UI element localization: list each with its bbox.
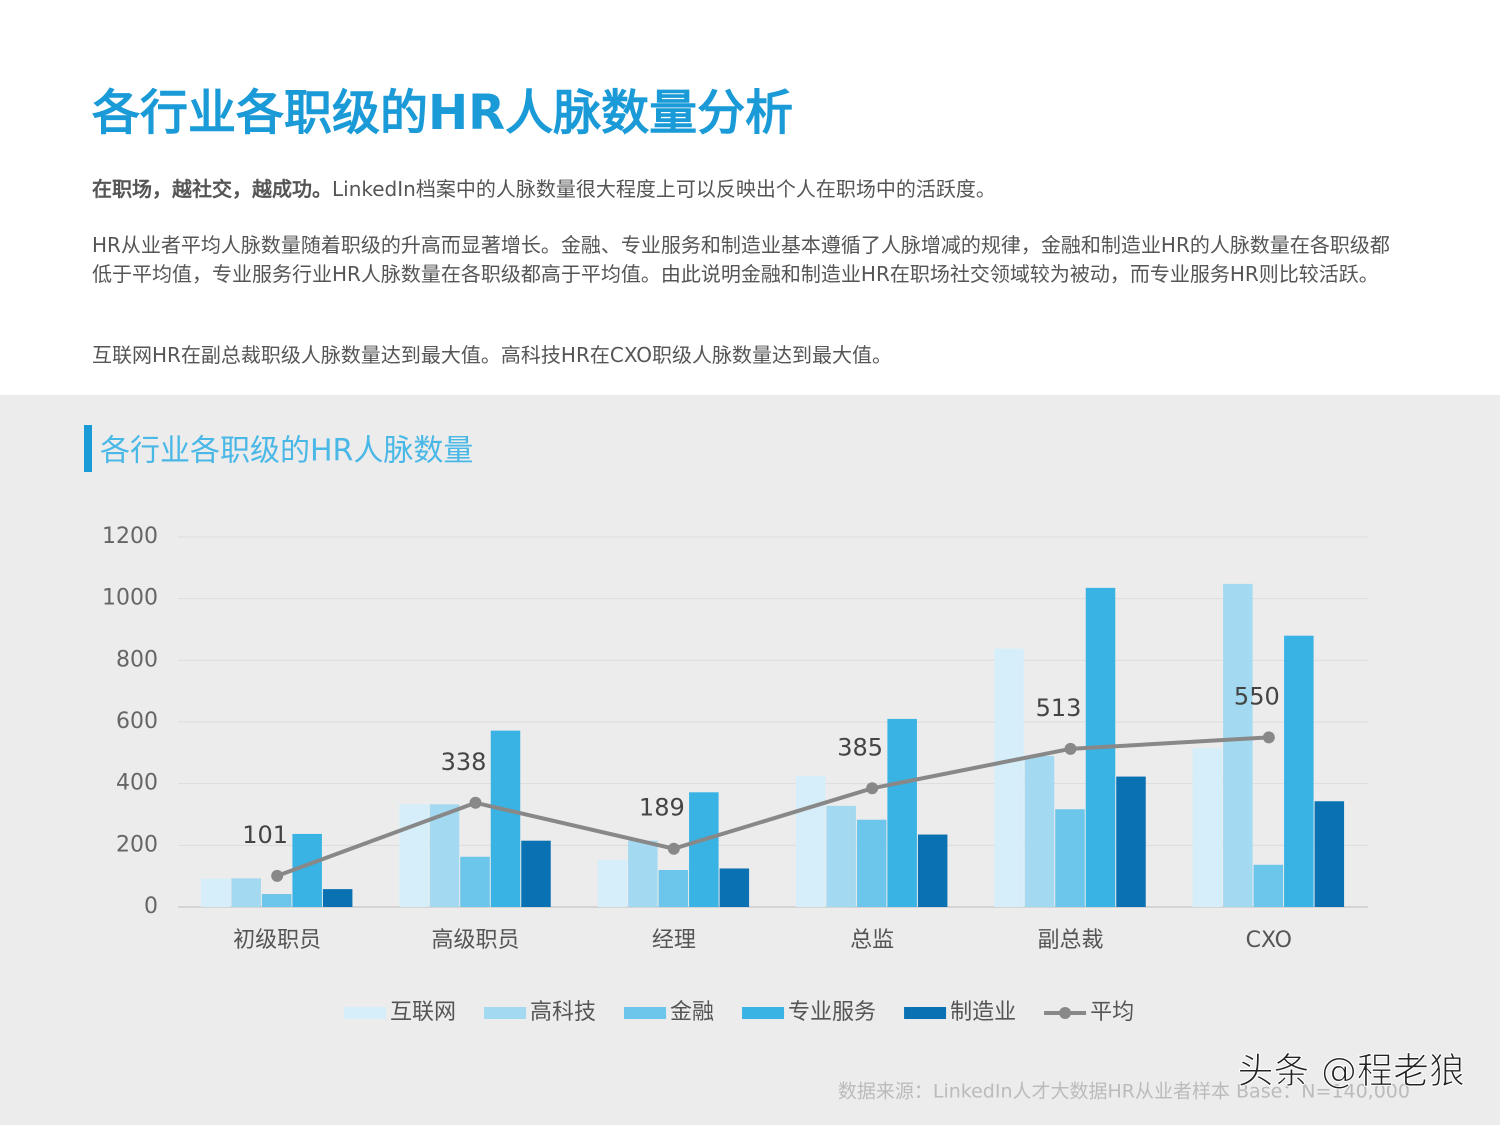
legend-swatch — [1059, 1007, 1072, 1019]
bar — [628, 840, 658, 907]
lead-text: LinkedIn档案中的人脉数量很大程度上可以反映出个人在职场中的活跃度。 — [332, 177, 996, 201]
bar — [1284, 635, 1314, 907]
page-title: 各行业各职级的HR人脉数量分析 — [92, 85, 794, 141]
bar — [719, 868, 750, 907]
x-tick-label: 副总裁 — [1037, 928, 1103, 953]
lead-bold: 在职场，越社交，越成功。 — [92, 177, 332, 201]
line-marker — [271, 869, 284, 882]
bar — [1192, 748, 1223, 907]
y-tick-label: 200 — [116, 832, 158, 857]
legend-swatch — [624, 1007, 667, 1019]
bar — [1116, 776, 1146, 907]
x-tick-label: 高级职员 — [431, 928, 519, 953]
legend-label: 高科技 — [530, 1000, 596, 1025]
y-tick-label: 1200 — [102, 524, 158, 549]
bar — [1223, 583, 1253, 907]
source: 数据来源：LinkedIn人才大数据HR从业者样本 Base：N=140,000 — [838, 1081, 1410, 1103]
chart-title: 各行业各职级的HR人脉数量 — [100, 434, 473, 469]
line-marker — [1262, 731, 1275, 744]
x-tick-label: 经理 — [652, 928, 696, 953]
paragraph: HR从业者平均人脉数量随着职级的升高而显著增长。金融、专业服务和制造业基本遵循了… — [92, 233, 1390, 286]
title-accent — [84, 425, 92, 472]
legend-swatch — [904, 1007, 947, 1019]
legend-swatch — [344, 1007, 386, 1019]
bar — [521, 840, 551, 907]
bar — [658, 870, 689, 907]
chart: 各行业各职级的HR人脉数量 数据来源：LinkedIn人才大数据HR从业者样本 … — [0, 395, 1500, 1125]
data-label: 550 — [1234, 682, 1280, 710]
bar — [917, 834, 948, 907]
y-tick-label: 600 — [116, 709, 158, 734]
legend-swatch — [742, 1007, 785, 1019]
bar — [322, 889, 353, 907]
bar — [1055, 809, 1085, 907]
y-tick-label: 0 — [144, 894, 158, 919]
bar — [1314, 801, 1345, 907]
line-marker — [1064, 742, 1077, 755]
bar — [429, 804, 460, 907]
line-marker — [469, 796, 482, 809]
bar — [826, 805, 856, 907]
bar — [795, 775, 826, 907]
bar — [887, 718, 917, 907]
lead: 在职场，越社交，越成功。LinkedIn档案中的人脉数量很大程度上可以反映出个人… — [92, 175, 1402, 204]
bar — [200, 878, 231, 907]
y-tick-label: 1000 — [102, 586, 158, 611]
data-label: 189 — [639, 794, 685, 822]
bar — [1024, 755, 1055, 907]
paragraph: 互联网HR在副总裁职级人脉数量达到最大值。高科技HR在CXO职级人脉数量达到最大… — [92, 343, 892, 367]
legend-label: 专业服务 — [788, 1000, 876, 1025]
bar — [689, 792, 719, 907]
x-tick-label: CXO — [1246, 928, 1292, 953]
legend-swatch — [484, 1007, 527, 1019]
data-label: 338 — [441, 748, 487, 776]
x-tick-label: 初级职员 — [233, 928, 321, 953]
bar — [597, 859, 628, 907]
bar — [231, 878, 261, 907]
bar — [994, 648, 1024, 907]
data-label: 385 — [837, 733, 883, 761]
x-tick-label: 总监 — [850, 928, 894, 953]
y-tick-label: 400 — [116, 771, 158, 796]
bar — [490, 730, 521, 907]
data-label: 513 — [1036, 694, 1082, 722]
bar — [460, 856, 490, 907]
line — [276, 735, 1269, 878]
legend-label: 金融 — [670, 1000, 714, 1025]
bar — [261, 894, 292, 907]
legend-label: 平均 — [1090, 1000, 1134, 1025]
data-label: 101 — [242, 821, 288, 849]
line-marker — [667, 842, 680, 855]
legend-label: 互联网 — [390, 1000, 456, 1025]
bar — [1253, 864, 1284, 907]
line-marker — [866, 782, 879, 795]
y-tick-label: 800 — [116, 647, 158, 672]
bar — [856, 819, 887, 907]
legend-label: 制造业 — [950, 1000, 1016, 1025]
watermark: 头条 @程老狼 — [1238, 1051, 1465, 1092]
